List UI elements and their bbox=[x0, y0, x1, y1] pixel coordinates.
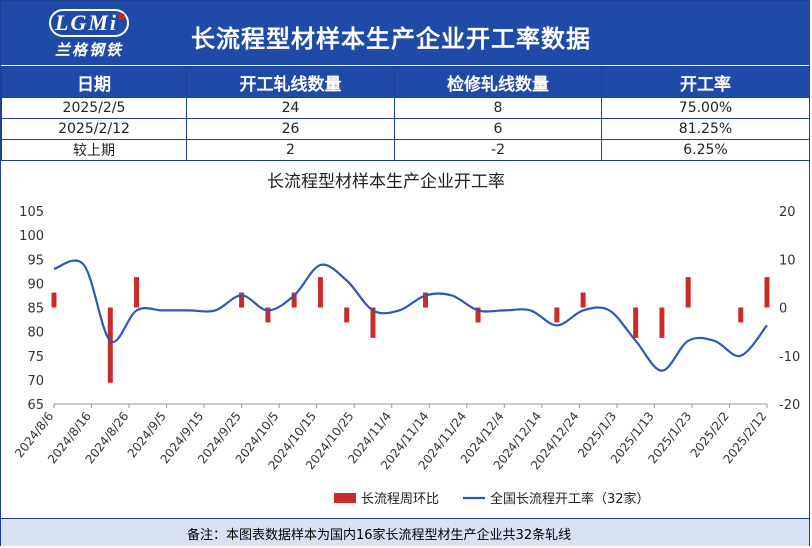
x-axis: 2024/8/62024/8/162024/8/262024/9/52024/9… bbox=[12, 403, 769, 472]
table-header-row: 日期 开工轧线数量 检修轧线数量 开工率 bbox=[1, 66, 810, 98]
left-y-tick-label: 90 bbox=[27, 277, 44, 292]
table-row: 较上期 2 -2 6.25% bbox=[1, 139, 810, 161]
legend-label-bar: 长流程周环比 bbox=[361, 492, 439, 507]
left-y-tick-label: 100 bbox=[19, 229, 44, 244]
brand-logo: LGMi 兰格钢铁 bbox=[47, 7, 133, 61]
right-y-axis: -20 -10 0 10 20 bbox=[779, 205, 800, 413]
bar bbox=[265, 307, 271, 323]
bar-series-weekly-change bbox=[51, 277, 770, 383]
footer-note: 备注：本图表数据样本为国内16家长流程型材生产企业共32条轧线 bbox=[1, 518, 809, 546]
table-cell: 6 bbox=[394, 118, 602, 140]
right-y-tick-label: 20 bbox=[779, 205, 796, 220]
table-cell: 较上期 bbox=[1, 139, 187, 161]
bar bbox=[239, 292, 245, 308]
bar bbox=[370, 307, 376, 338]
left-y-axis: 65 70 75 80 85 90 95 100 105 bbox=[19, 205, 44, 413]
right-y-tick-label: 10 bbox=[779, 253, 796, 268]
table-cell: 2025/2/12 bbox=[1, 118, 187, 140]
table-cell: 6.25% bbox=[601, 139, 810, 161]
bar bbox=[554, 307, 560, 323]
bar bbox=[107, 307, 113, 383]
bar bbox=[633, 307, 639, 338]
table-cell: 75.00% bbox=[601, 97, 810, 119]
bar bbox=[580, 292, 586, 308]
table-cell: 81.25% bbox=[601, 118, 810, 140]
table-cell: 8 bbox=[394, 97, 602, 119]
right-y-tick-label: -20 bbox=[779, 398, 800, 413]
right-y-tick-label: 0 bbox=[779, 302, 787, 317]
report-header: LGMi 兰格钢铁 长流程型材样本生产企业开工率数据 bbox=[1, 1, 809, 65]
left-y-tick-label: 105 bbox=[19, 205, 44, 220]
chart-legend: 长流程周环比 全国长流程开工率（32家） bbox=[334, 491, 650, 507]
bar bbox=[291, 292, 297, 308]
legend-label-line: 全国长流程开工率（32家） bbox=[490, 491, 650, 507]
table-cell: 24 bbox=[186, 97, 395, 119]
column-header-maintenance-lines: 检修轧线数量 bbox=[394, 66, 602, 98]
bar bbox=[423, 292, 429, 308]
table-cell: -2 bbox=[394, 139, 602, 161]
right-y-tick-label: -10 bbox=[779, 350, 800, 365]
chart-title: 长流程型材样本生产企业开工率 bbox=[267, 172, 505, 192]
bar bbox=[659, 307, 665, 338]
bar bbox=[764, 277, 770, 308]
table-row: 2025/2/12 26 6 81.25% bbox=[1, 118, 810, 140]
bar bbox=[317, 277, 323, 308]
left-y-tick-label: 75 bbox=[27, 350, 44, 365]
column-header-running-lines: 开工轧线数量 bbox=[186, 66, 395, 98]
table-cell: 2 bbox=[186, 139, 395, 161]
bar bbox=[738, 307, 744, 323]
bar bbox=[685, 277, 691, 308]
left-y-tick-label: 70 bbox=[27, 374, 44, 389]
left-y-tick-label: 95 bbox=[27, 253, 44, 268]
bar bbox=[475, 307, 481, 323]
table-cell: 2025/2/5 bbox=[1, 97, 187, 119]
left-y-tick-label: 80 bbox=[27, 326, 44, 341]
footer-note-text: 备注：本图表数据样本为国内16家长流程型材生产企业共32条轧线 bbox=[187, 528, 572, 543]
bar bbox=[134, 277, 140, 308]
column-header-utilization-rate: 开工率 bbox=[601, 66, 810, 98]
legend-swatch-bar bbox=[334, 493, 356, 503]
column-header-date: 日期 bbox=[1, 66, 187, 98]
data-table: 日期 开工轧线数量 检修轧线数量 开工率 2025/2/5 24 8 75.00… bbox=[1, 66, 810, 161]
table-row: 2025/2/5 24 8 75.00% bbox=[1, 97, 810, 119]
bar bbox=[344, 307, 350, 323]
left-y-tick-label: 65 bbox=[27, 398, 44, 413]
page-title: 长流程型材样本生产企业开工率数据 bbox=[191, 25, 591, 53]
left-y-tick-label: 85 bbox=[27, 302, 44, 317]
table-cell: 26 bbox=[186, 118, 395, 140]
line-series-utilization bbox=[53, 259, 768, 372]
bar bbox=[51, 292, 57, 308]
